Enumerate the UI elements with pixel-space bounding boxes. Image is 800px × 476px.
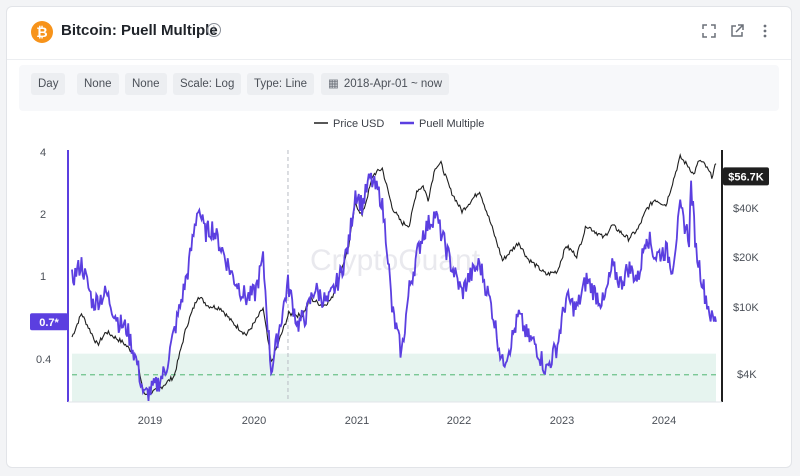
compare-chip[interactable]: None <box>125 73 167 95</box>
y-right-tick-label: $10K <box>733 302 759 314</box>
scale-chip[interactable]: Scale: Log <box>173 73 242 95</box>
more-vertical-icon[interactable] <box>757 23 773 39</box>
x-tick-label: 2021 <box>345 415 369 427</box>
series-puell-line[interactable] <box>71 172 717 401</box>
chart-title: Bitcoin: Puell Multiple <box>61 22 218 39</box>
y-right-tick-label: $20K <box>733 252 759 264</box>
calendar-icon: ▦ <box>328 78 339 90</box>
y-left-tick-label: 2 <box>40 209 46 221</box>
expand-icon[interactable] <box>701 23 717 39</box>
y-left-tick-label: 4 <box>40 147 46 159</box>
date-range-chip[interactable]: ▦ 2018-Apr-01 ~ now <box>321 73 450 95</box>
bitcoin-logo-icon: ₿ <box>31 21 53 43</box>
legend-puell-label[interactable]: Puell Multiple <box>419 118 484 130</box>
header-actions <box>701 23 773 39</box>
y-right-tick-label: $40K <box>733 203 759 215</box>
series-price-line[interactable] <box>71 152 717 396</box>
moving-avg-chip[interactable]: None <box>77 73 119 95</box>
current-price-value: $56.7K <box>728 171 764 183</box>
y-left-tick-label: 0.4 <box>36 354 51 366</box>
puell-low-zone-band <box>72 353 716 402</box>
current-puell-tag-bg <box>30 313 68 331</box>
x-tick-label: 2024 <box>652 415 676 427</box>
external-link-icon[interactable] <box>729 23 745 39</box>
current-price-tag-bg <box>723 167 769 186</box>
header-divider <box>7 59 791 60</box>
x-tick-label: 2019 <box>138 415 162 427</box>
legend-price-label[interactable]: Price USD <box>333 118 384 130</box>
card-header: ₿ Bitcoin: Puell Multiple i <box>7 7 791 59</box>
type-chip[interactable]: Type: Line <box>247 73 315 95</box>
current-price-tag: $56.7K <box>723 167 769 186</box>
x-tick-label: 2022 <box>447 415 471 427</box>
info-icon[interactable]: i <box>207 23 221 37</box>
y-right-tick-label: $4K <box>737 369 757 381</box>
date-range-label: 2018-Apr-01 ~ now <box>343 78 443 90</box>
x-tick-label: 2020 <box>242 415 266 427</box>
current-puell-tag: 0.7* <box>30 313 68 331</box>
chart-toolbar: Day None None Scale: Log Type: Line ▦ 201… <box>19 65 779 111</box>
interval-chip[interactable]: Day <box>31 73 66 95</box>
y-left-tick-label: 1 <box>40 271 46 283</box>
current-puell-value: 0.7* <box>39 317 59 329</box>
legend: Price USD Puell Multiple <box>314 118 484 130</box>
x-tick-label: 2023 <box>550 415 574 427</box>
